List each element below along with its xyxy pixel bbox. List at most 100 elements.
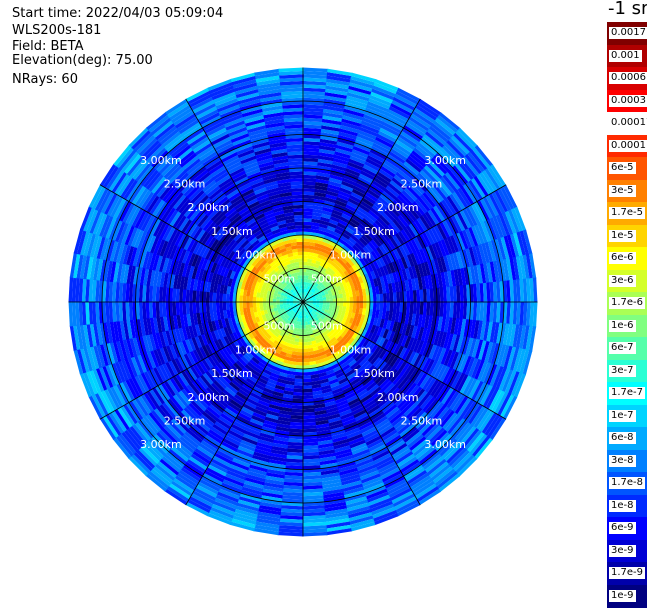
ppi-cell xyxy=(196,302,200,314)
colorbar-label: 1.7e-7 xyxy=(609,387,645,399)
range-label: 1.00km xyxy=(330,249,372,262)
ppi-cell xyxy=(290,181,303,185)
range-label: 2.50km xyxy=(401,414,443,427)
ppi-cell xyxy=(303,195,315,199)
ppi-cell xyxy=(303,191,315,195)
ppi-cell xyxy=(290,175,304,179)
ppi-cell xyxy=(216,293,220,302)
colorbar-swatch: 0.0001 xyxy=(607,135,647,158)
ppi-cell xyxy=(303,208,313,212)
range-label: 1.00km xyxy=(330,343,372,356)
colorbar-swatch: 0.0006 xyxy=(607,67,647,90)
colorbar-label: 6e-9 xyxy=(609,522,636,534)
ppi-cell xyxy=(380,294,384,303)
ppi-cell xyxy=(209,292,213,302)
ppi-cell xyxy=(303,248,309,252)
ppi-cell xyxy=(213,292,217,302)
ppi-cell xyxy=(294,379,303,383)
ppi-cell xyxy=(300,325,303,328)
elevation-text: Elevation(deg): 75.00 xyxy=(12,53,155,68)
ppi-cell xyxy=(303,215,312,219)
ppi-cell xyxy=(192,302,196,314)
ppi-cell xyxy=(303,385,312,389)
colorbar-swatch: 1e-6 xyxy=(607,315,647,338)
ppi-cell xyxy=(298,349,303,353)
ppi-cell xyxy=(303,392,313,396)
ppi-cell xyxy=(179,302,183,315)
ppi-cell xyxy=(294,218,303,222)
colorbar-label: 1.7e-8 xyxy=(609,477,645,489)
ppi-cell xyxy=(273,299,277,302)
range-label: 500m xyxy=(311,320,343,333)
ppi-cell xyxy=(303,275,306,278)
colorbar-swatch: 6e-7 xyxy=(607,337,647,360)
ppi-cell xyxy=(383,293,387,302)
colorbar: 0.00170.0010.00060.00030.000170.00016e-5… xyxy=(607,22,647,607)
ppi-cell xyxy=(303,405,315,409)
range-label: 1.50km xyxy=(211,225,253,238)
ppi-cell xyxy=(303,185,316,189)
ppi-cell xyxy=(297,248,303,252)
ppi-cell xyxy=(303,355,309,359)
ppi-cell xyxy=(303,345,308,349)
ppi-cell xyxy=(303,382,312,386)
ppi-cell xyxy=(206,302,210,313)
ppi-cell xyxy=(303,395,314,399)
colorbar-swatch: 1e-8 xyxy=(607,495,647,518)
range-label: 2.50km xyxy=(164,178,206,191)
colorbar-label: 0.0017 xyxy=(609,27,647,39)
ppi-cell xyxy=(213,302,217,312)
ppi-cell xyxy=(196,290,200,302)
ppi-cell xyxy=(339,294,343,299)
ppi-cell xyxy=(360,296,364,303)
ppi-cell xyxy=(219,302,223,311)
ppi-cell xyxy=(291,191,303,195)
ppi-cell xyxy=(296,359,303,363)
ppi-cell xyxy=(303,342,308,346)
colorbar-label: 3e-7 xyxy=(609,365,636,377)
ppi-cell xyxy=(380,302,384,311)
ppi-cell xyxy=(393,292,397,302)
ppi-cell xyxy=(303,419,316,423)
range-label: 500m xyxy=(263,272,295,285)
colorbar-label: 1e-6 xyxy=(609,320,636,332)
colorbar-swatch: 6e-5 xyxy=(607,157,647,180)
ppi-cell xyxy=(298,258,303,262)
ppi-cell xyxy=(303,205,314,209)
ppi-cell xyxy=(293,392,303,396)
ppi-cell xyxy=(386,293,390,302)
ppi-cell xyxy=(297,352,303,356)
ppi-cell xyxy=(363,302,367,309)
ppi-cell xyxy=(298,252,303,256)
range-label: 3.00km xyxy=(140,438,182,451)
colorbar-swatch: 0.0017 xyxy=(607,22,647,45)
instrument-text: WLS200s-181 xyxy=(12,23,101,38)
ppi-cell xyxy=(293,205,304,209)
ppi-cell xyxy=(298,255,303,259)
ppi-cell xyxy=(291,185,304,189)
ppi-cell xyxy=(303,212,313,216)
ppi-cell xyxy=(303,238,310,242)
ppi-cell xyxy=(303,222,312,226)
ppi-cell xyxy=(219,293,223,302)
ppi-cell xyxy=(303,349,308,353)
ppi-cell xyxy=(330,302,334,305)
ppi-cell xyxy=(303,262,307,266)
ppi-cell xyxy=(356,302,360,308)
ppi-cell xyxy=(294,385,303,389)
ppi-cell xyxy=(356,296,360,302)
ppi-cell xyxy=(256,302,260,307)
ppi-cell xyxy=(249,296,253,302)
ppi-cell xyxy=(294,215,303,219)
ppi-cell xyxy=(229,302,233,310)
ppi-cell xyxy=(303,375,311,379)
colorbar-swatch: 6e-9 xyxy=(607,517,647,540)
range-label: 1.50km xyxy=(353,367,395,380)
ppi-cell xyxy=(326,302,329,305)
ppi-cell xyxy=(229,294,233,302)
ppi-cell xyxy=(396,302,400,313)
ppi-cell xyxy=(303,362,310,366)
range-label: 1.50km xyxy=(211,367,253,380)
colorbar-swatch: 3e-5 xyxy=(607,180,647,203)
ppi-cell xyxy=(290,419,303,423)
